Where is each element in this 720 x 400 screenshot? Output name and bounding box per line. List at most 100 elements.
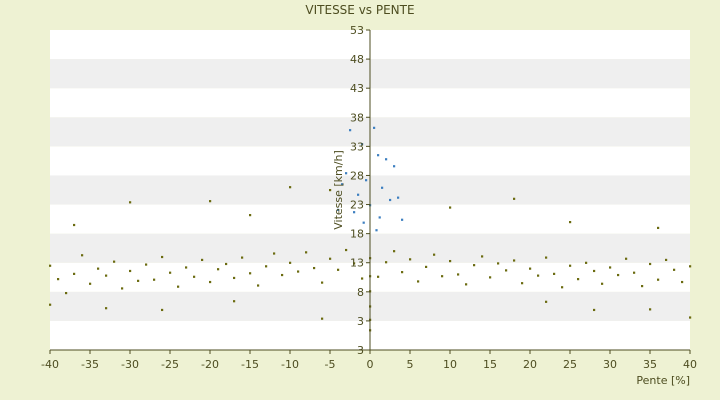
x-tick-label: -30 bbox=[121, 358, 139, 371]
data-point bbox=[361, 277, 364, 280]
x-tick-label: -35 bbox=[81, 358, 99, 371]
data-point bbox=[449, 259, 452, 263]
data-point bbox=[145, 263, 148, 266]
data-point bbox=[201, 258, 204, 262]
x-tick-label: 25 bbox=[563, 358, 577, 371]
data-point bbox=[177, 285, 180, 288]
data-point bbox=[249, 214, 252, 217]
data-point bbox=[73, 223, 76, 227]
x-tick-label: 10 bbox=[443, 358, 457, 371]
chart-title: VITESSE vs PENTE bbox=[305, 3, 414, 17]
data-point bbox=[129, 201, 132, 204]
data-point bbox=[81, 254, 84, 257]
x-axis-tick-labels: -40 -35 -30 -25 -20 -15 -10 -5 0 5 10 15 20 25 30 35 40 bbox=[41, 350, 697, 371]
data-point bbox=[217, 268, 220, 271]
data-point bbox=[529, 267, 532, 270]
data-point bbox=[161, 308, 164, 312]
data-point bbox=[385, 158, 388, 161]
data-point bbox=[89, 282, 92, 285]
data-point bbox=[345, 248, 348, 252]
x-tick-label: -40 bbox=[41, 358, 59, 371]
data-point bbox=[289, 261, 292, 264]
data-point bbox=[65, 291, 68, 295]
data-point bbox=[169, 271, 172, 274]
data-point bbox=[449, 206, 452, 209]
data-point bbox=[409, 258, 412, 261]
data-point bbox=[593, 269, 596, 273]
data-point bbox=[321, 317, 324, 320]
y-tick-label: 38 bbox=[350, 111, 364, 124]
data-point bbox=[249, 272, 252, 275]
data-point bbox=[49, 303, 52, 306]
data-point bbox=[569, 264, 572, 267]
data-point bbox=[521, 282, 524, 285]
data-point bbox=[233, 276, 236, 280]
data-point bbox=[233, 300, 236, 303]
data-point bbox=[113, 260, 116, 263]
x-axis-label: Pente [%] bbox=[636, 374, 690, 387]
data-point bbox=[609, 266, 612, 269]
data-point bbox=[373, 126, 376, 129]
data-point bbox=[497, 262, 500, 265]
data-point bbox=[481, 255, 484, 258]
data-point bbox=[441, 275, 444, 278]
data-point bbox=[473, 264, 476, 267]
data-point bbox=[193, 275, 196, 278]
data-point bbox=[457, 273, 460, 276]
data-point bbox=[73, 272, 76, 275]
y-tick-label: 23 bbox=[350, 199, 364, 212]
data-point bbox=[417, 280, 420, 283]
data-point bbox=[353, 211, 356, 214]
data-point bbox=[185, 266, 188, 269]
x-tick-label: -15 bbox=[241, 358, 259, 371]
data-point bbox=[289, 186, 292, 189]
data-point bbox=[337, 208, 340, 211]
x-tick-label: 0 bbox=[367, 358, 374, 371]
data-point bbox=[657, 226, 660, 230]
data-point bbox=[617, 273, 620, 277]
x-tick-label: -25 bbox=[161, 358, 179, 371]
data-point bbox=[361, 143, 364, 146]
x-tick-label: -5 bbox=[325, 358, 336, 371]
data-point bbox=[57, 278, 60, 281]
data-point bbox=[513, 197, 516, 200]
data-point bbox=[385, 261, 388, 264]
x-tick-label: 40 bbox=[683, 358, 697, 371]
x-tick-label: 20 bbox=[523, 358, 537, 371]
data-point bbox=[657, 278, 660, 281]
data-point bbox=[357, 193, 360, 196]
y-tick-label: 43 bbox=[350, 82, 364, 95]
data-point bbox=[689, 265, 692, 268]
data-point bbox=[545, 256, 548, 259]
data-point bbox=[433, 253, 436, 256]
data-point bbox=[601, 282, 604, 285]
data-point bbox=[257, 284, 260, 287]
data-point bbox=[641, 285, 644, 288]
data-point bbox=[537, 274, 540, 277]
x-tick-label: 30 bbox=[603, 358, 617, 371]
data-point bbox=[137, 279, 140, 282]
y-tick-label: 48 bbox=[350, 53, 364, 66]
data-point bbox=[377, 154, 380, 157]
data-point bbox=[389, 198, 392, 202]
y-tick-label: 8 bbox=[357, 286, 364, 299]
data-point bbox=[329, 257, 332, 260]
y-tick-label: 3 bbox=[357, 315, 364, 328]
data-point bbox=[465, 283, 468, 286]
data-point bbox=[105, 274, 108, 277]
data-point bbox=[49, 264, 52, 267]
data-point bbox=[297, 270, 300, 273]
data-point bbox=[345, 172, 348, 175]
data-point bbox=[365, 179, 368, 182]
data-point bbox=[265, 265, 268, 268]
data-point bbox=[489, 276, 492, 279]
data-point bbox=[401, 271, 404, 274]
data-point bbox=[393, 250, 396, 253]
data-point bbox=[329, 189, 332, 192]
data-point bbox=[397, 196, 400, 199]
data-point bbox=[649, 262, 652, 266]
x-tick-label: -10 bbox=[281, 358, 299, 371]
data-point bbox=[281, 273, 284, 277]
data-point bbox=[105, 307, 108, 310]
